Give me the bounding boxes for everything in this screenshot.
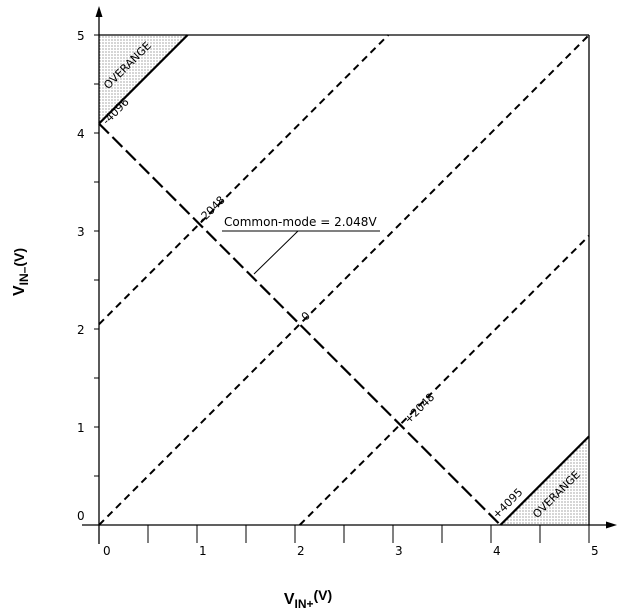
y-axis-title-unit: (V)	[11, 248, 27, 267]
x-tick-label: 1	[199, 544, 207, 558]
series-line-5	[499, 435, 590, 526]
series-line-4	[98, 34, 189, 125]
y-axis-arrow	[95, 6, 103, 17]
y-axis-title-main: V	[11, 285, 28, 296]
x-tick-label: 2	[297, 544, 305, 558]
y-minor-ticks	[94, 34, 99, 526]
y-tick-label: 0	[77, 509, 85, 523]
series-line-2	[98, 34, 590, 526]
y-tick-label: 1	[77, 421, 85, 435]
annotation-leader	[253, 230, 299, 275]
common-mode-annotation: Common-mode = 2.048V	[224, 215, 377, 229]
y-tick-label: 5	[77, 29, 85, 43]
x-tick-label: 5	[591, 544, 599, 558]
code-label: -2048	[196, 194, 228, 226]
x-axis-arrow	[606, 521, 617, 529]
y-tick-label: 4	[77, 127, 85, 141]
x-tick-label: 4	[493, 544, 501, 558]
code-label: +2048	[402, 391, 438, 427]
y-tick-label: 3	[77, 225, 85, 239]
x-axis-title-sub: IN+	[294, 597, 313, 611]
y-axis-title: VIN–(V)	[11, 248, 31, 296]
x-minor-ticks	[98, 525, 590, 543]
x-axis-title-unit: (V)	[314, 587, 333, 603]
y-axis-title-sub: IN–	[17, 266, 31, 285]
x-axis-title: VIN+(V)	[284, 587, 332, 611]
x-tick-label: 3	[395, 544, 403, 558]
series-line-1	[98, 34, 390, 326]
x-tick-label: 0	[103, 544, 111, 558]
series-line-3	[298, 234, 590, 526]
code-label: 0	[299, 309, 313, 323]
y-tick-label: 2	[77, 323, 85, 337]
x-axis-title-main: V	[284, 591, 295, 608]
